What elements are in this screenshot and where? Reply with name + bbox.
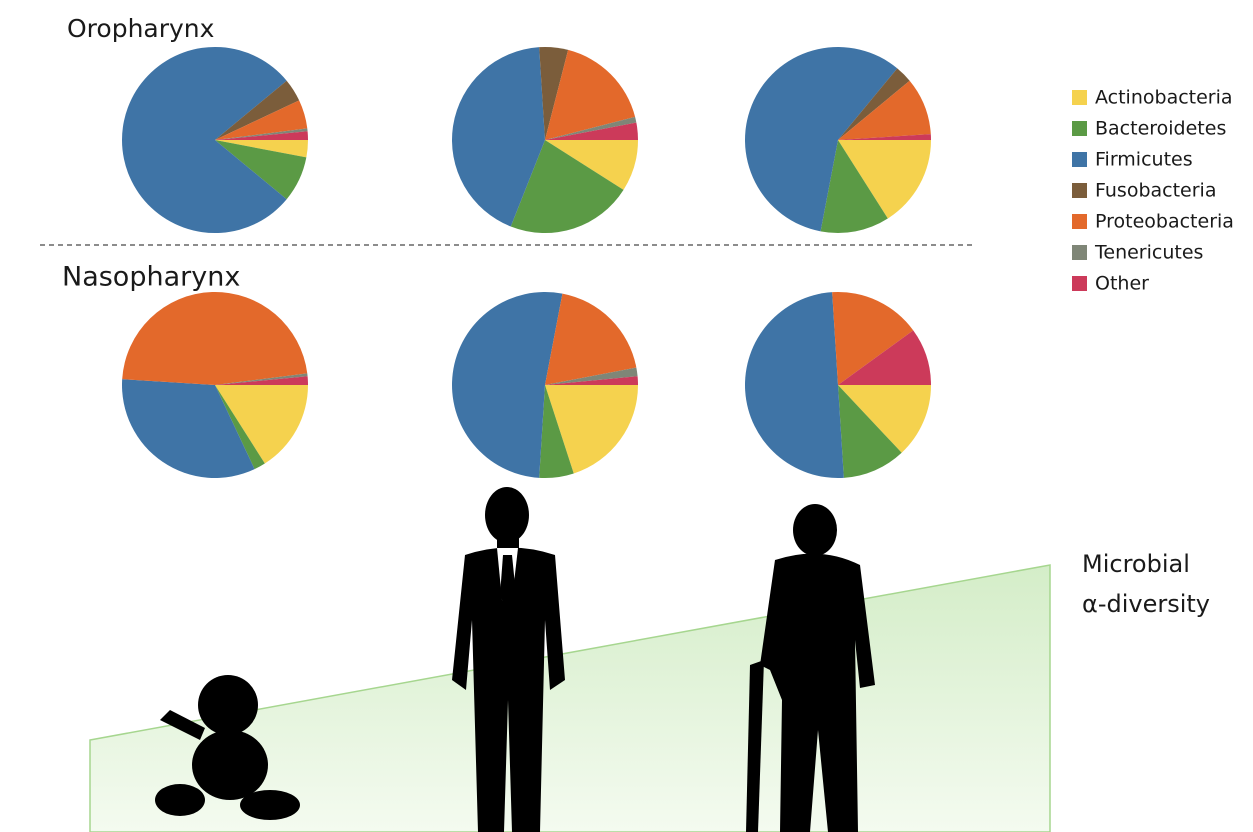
annotation: α-diversity	[1082, 590, 1210, 618]
annotation: Microbial	[1082, 550, 1190, 578]
legend-label: Bacteroidetes	[1095, 118, 1226, 140]
pie-slice	[122, 292, 307, 385]
legend-swatch	[1072, 90, 1087, 105]
legend-swatch	[1072, 152, 1087, 167]
legend-swatch	[1072, 214, 1087, 229]
legend-label: Firmicutes	[1095, 149, 1193, 171]
legend-swatch	[1072, 121, 1087, 136]
legend-label: Actinobacteria	[1095, 87, 1233, 109]
legend-label: Fusobacteria	[1095, 180, 1216, 202]
legend-label: Other	[1095, 273, 1149, 295]
figure: Oropharynx Nasopharynx Microbial α-diver…	[0, 0, 1253, 832]
legend-swatch	[1072, 183, 1087, 198]
legend-swatch	[1072, 276, 1087, 291]
legend-label: Proteobacteria	[1095, 211, 1234, 233]
legend-label: Tenericutes	[1094, 242, 1203, 264]
row-label: Nasopharynx	[62, 262, 240, 293]
legend-swatch	[1072, 245, 1087, 260]
pie-slice	[745, 292, 844, 478]
row-label: Oropharynx	[67, 14, 214, 43]
